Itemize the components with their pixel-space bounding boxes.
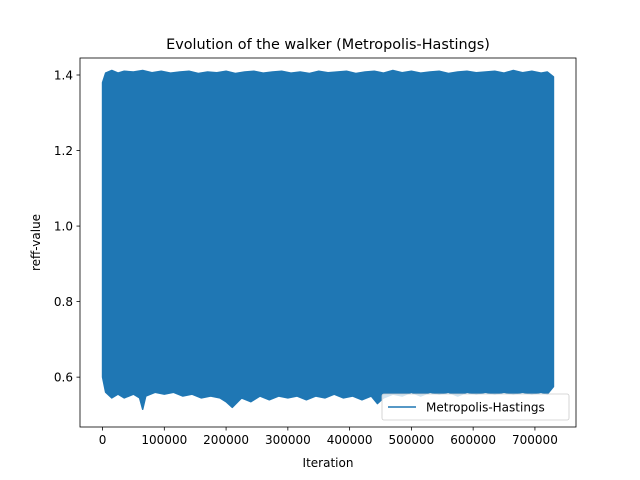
y-axis-label: reff-value (29, 214, 43, 271)
legend-label-metropolis-hastings: Metropolis-Hastings (426, 401, 545, 415)
y-tick-label: 0.6 (54, 370, 73, 384)
y-tick-label: 0.8 (54, 295, 73, 309)
y-axis: 0.6 0.8 1.0 1.2 1.4 (54, 68, 80, 384)
x-tick-label: 700000 (512, 433, 558, 447)
series-layer (101, 69, 555, 410)
x-tick-label: 200000 (203, 433, 249, 447)
plot-frame (79, 57, 577, 428)
x-tick-label: 0 (99, 433, 107, 447)
chart-title: Evolution of the walker (Metropolis-Hast… (166, 37, 490, 53)
x-axis: 0 100000 200000 300000 400000 500000 600000 700… (99, 427, 558, 447)
series-metropolis-hastings-trace (101, 69, 555, 410)
y-tick-label: 1.4 (54, 68, 73, 82)
y-tick-label: 1.2 (54, 144, 73, 158)
legend: Metropolis-Hastings (381, 393, 570, 421)
y-tick-label: 1.0 (54, 219, 73, 233)
x-axis-label: Iteration (303, 456, 354, 470)
legend-box (381, 393, 570, 421)
x-tick-label: 300000 (265, 433, 311, 447)
x-tick-label: 500000 (388, 433, 434, 447)
plot-area (79, 57, 577, 428)
x-tick-label: 400000 (327, 433, 373, 447)
x-tick-label: 100000 (141, 433, 187, 447)
x-tick-label: 600000 (450, 433, 496, 447)
